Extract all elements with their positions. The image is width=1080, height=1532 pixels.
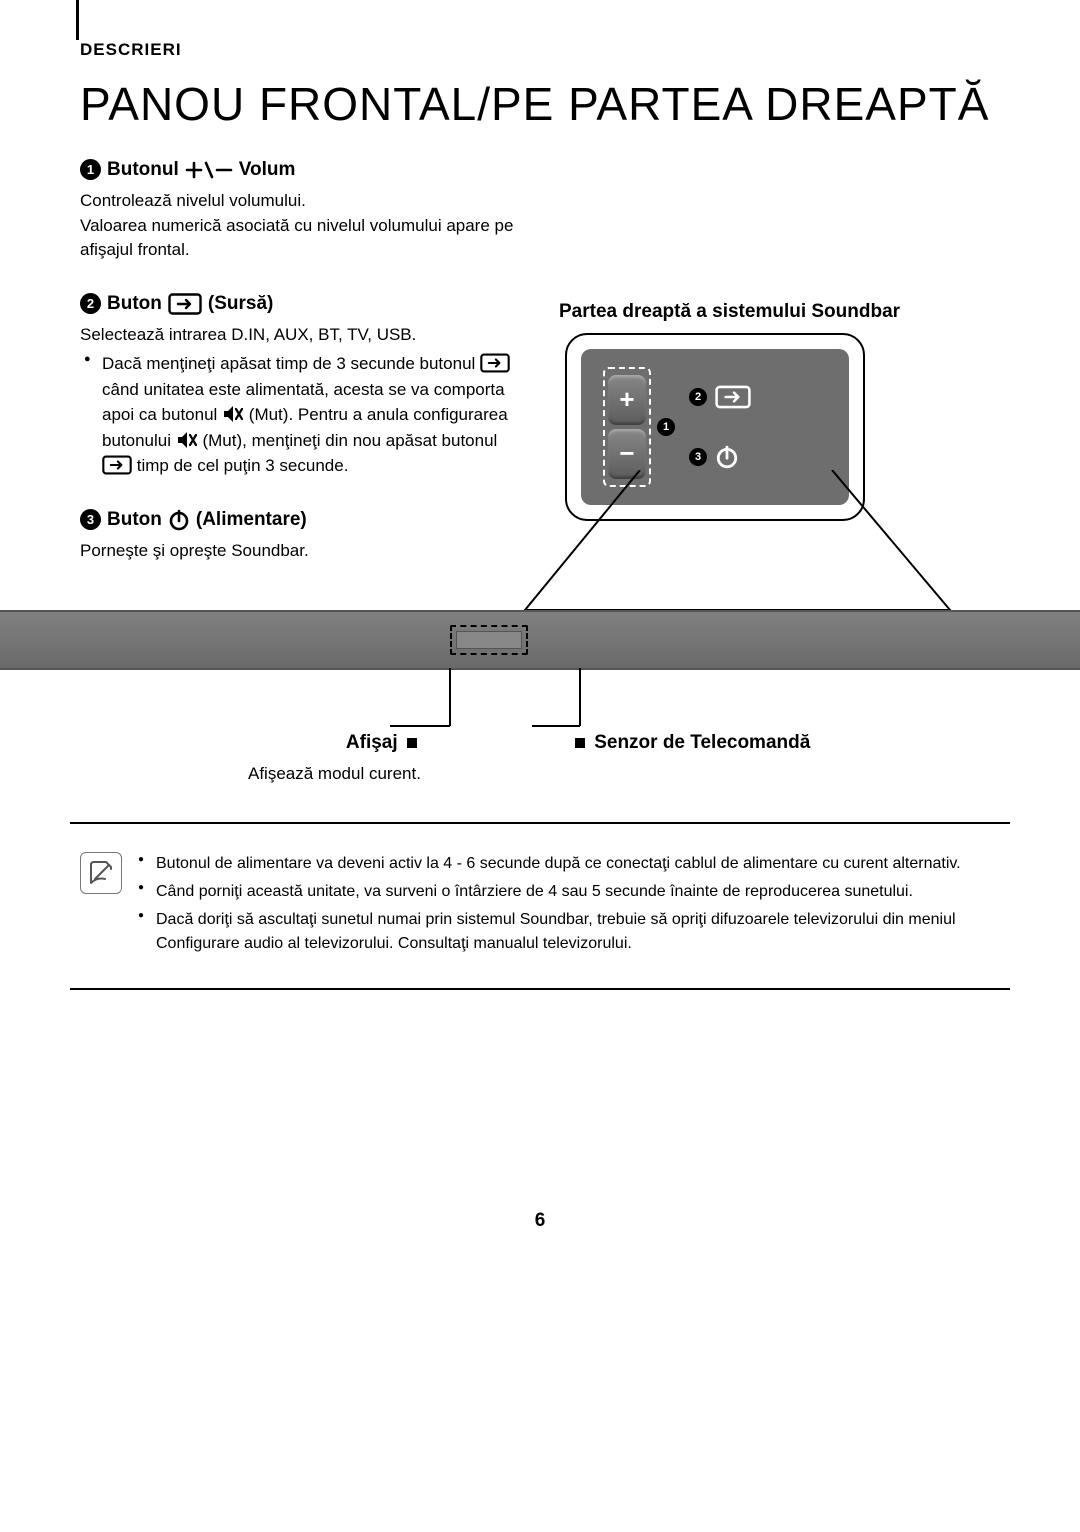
item-3-desc: Porneşte şi opreşte Soundbar. — [80, 539, 525, 564]
source-icon — [480, 353, 510, 373]
volume-down-button[interactable]: − — [608, 429, 646, 479]
note-icon — [80, 852, 122, 894]
source-callout-number: 2 — [689, 388, 707, 406]
sensor-label: Senzor de Telecomandă — [594, 732, 810, 753]
item-1-heading: 1 Butonul Volum — [80, 159, 525, 181]
item-3-label-before: Buton — [107, 509, 162, 531]
divider — [70, 988, 1010, 990]
item-2-text-4: timp de cel puţin 3 secunde. — [137, 456, 349, 475]
display-sub: Afişează modul curent. — [248, 764, 421, 784]
source-icon[interactable] — [715, 385, 751, 409]
diagram-column: Partea dreaptă a sistemului Soundbar + −… — [555, 159, 1000, 594]
item-2-text-3: (Mut), menţineţi din nou apăsat butonul — [202, 431, 497, 450]
note-item: Când porniţi această unitate, va surveni… — [136, 880, 1000, 904]
notes-block: Butonul de alimentare va deveni activ la… — [80, 852, 1000, 960]
soundbar-diagram: Afişaj Afişează modul curent. Senzor de … — [80, 610, 1000, 784]
item-2-heading: 2 Buton (Sursă) — [80, 293, 525, 315]
power-button-row: 3 — [689, 445, 751, 469]
mute-icon — [176, 430, 198, 450]
lower-leaders — [80, 668, 1000, 738]
display-label-block: Afişaj Afişează modul curent. — [330, 732, 421, 784]
item-1-desc: Controlează nivelul volumului. Valoarea … — [80, 189, 525, 263]
mute-icon — [222, 404, 244, 424]
note-item: Butonul de alimentare va deveni activ la… — [136, 852, 1000, 876]
item-2-label-before: Buton — [107, 293, 162, 315]
leader-end-square — [407, 738, 417, 748]
descriptions-column: 1 Butonul Volum Controlează nivelul volu… — [80, 159, 525, 594]
power-icon[interactable] — [715, 445, 739, 469]
item-2-number: 2 — [80, 293, 101, 314]
item-2-label-after: (Sursă) — [208, 293, 273, 315]
page-title: PANOU FRONTAL/PE PARTEA DREAPTĂ — [80, 78, 1000, 131]
item-2-desc: Selectează intrarea D.IN, AUX, BT, TV, U… — [80, 323, 525, 479]
item-1-label-after: Volum — [239, 159, 296, 181]
item-2-text-0: Dacă menţineţi apăsat timp de 3 secunde … — [102, 354, 480, 373]
plus-minus-icon — [185, 160, 233, 180]
notes-list: Butonul de alimentare va deveni activ la… — [136, 852, 1000, 960]
soundbar-body — [0, 610, 1080, 670]
right-side-title: Partea dreaptă a sistemului Soundbar — [555, 301, 1000, 323]
power-callout-number: 3 — [689, 448, 707, 466]
note-item: Dacă doriţi să ascultaţi sunetul numai p… — [136, 908, 1000, 956]
source-icon — [102, 455, 132, 475]
item-1-number: 1 — [80, 159, 101, 180]
volume-up-button[interactable]: + — [608, 375, 646, 425]
control-panel: + − 1 2 3 — [581, 349, 849, 505]
source-icon — [168, 293, 202, 315]
display-label: Afişaj — [346, 732, 398, 753]
item-3-heading: 3 Buton (Alimentare) — [80, 509, 525, 531]
item-2-intro: Selectează intrarea D.IN, AUX, BT, TV, U… — [80, 325, 416, 344]
item-2-bullet: Dacă menţineţi apăsat timp de 3 secunde … — [80, 351, 525, 479]
item-3-number: 3 — [80, 509, 101, 530]
page-side-rule — [76, 0, 79, 40]
sensor-label-block: Senzor de Telecomandă — [571, 732, 810, 784]
source-button-row: 2 — [689, 385, 751, 409]
leader-end-square — [575, 738, 585, 748]
item-1-label-before: Butonul — [107, 159, 179, 181]
volume-callout-number: 1 — [657, 418, 675, 436]
display-area — [450, 625, 528, 655]
divider — [70, 822, 1010, 824]
item-3-label-after: (Alimentare) — [196, 509, 307, 531]
section-label: Descrieri — [80, 40, 1000, 60]
power-icon — [168, 509, 190, 531]
control-panel-callout: + − 1 2 3 — [565, 333, 865, 521]
page-number: 6 — [80, 1210, 1000, 1232]
volume-rocker: + − 1 — [603, 367, 651, 487]
